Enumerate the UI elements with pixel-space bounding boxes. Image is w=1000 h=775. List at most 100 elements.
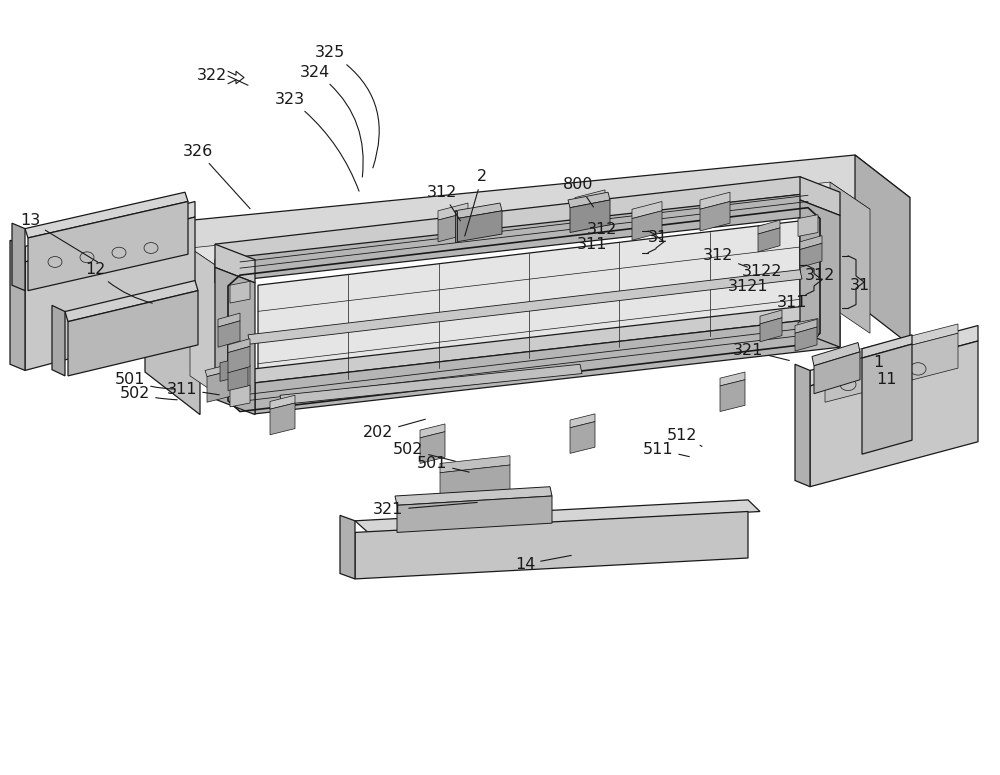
Text: 1: 1 xyxy=(873,355,883,370)
Text: 502: 502 xyxy=(120,386,177,401)
Polygon shape xyxy=(798,319,818,340)
Polygon shape xyxy=(760,318,782,342)
Polygon shape xyxy=(455,211,457,242)
Polygon shape xyxy=(255,316,840,414)
Polygon shape xyxy=(760,310,782,324)
Polygon shape xyxy=(455,203,502,219)
Polygon shape xyxy=(795,319,817,333)
Polygon shape xyxy=(248,270,802,344)
Polygon shape xyxy=(632,211,662,240)
Polygon shape xyxy=(800,243,822,267)
Text: 3122: 3122 xyxy=(742,264,782,279)
Polygon shape xyxy=(355,500,760,532)
Polygon shape xyxy=(25,217,195,370)
Text: 325: 325 xyxy=(315,45,379,168)
Polygon shape xyxy=(65,281,198,322)
Text: 324: 324 xyxy=(300,64,363,177)
Polygon shape xyxy=(397,496,552,532)
Text: 312: 312 xyxy=(587,222,617,237)
Polygon shape xyxy=(52,305,65,376)
Text: 501: 501 xyxy=(417,456,469,472)
Polygon shape xyxy=(758,220,780,234)
Polygon shape xyxy=(438,212,468,242)
Text: 512: 512 xyxy=(667,428,702,446)
Polygon shape xyxy=(720,380,745,412)
Polygon shape xyxy=(220,358,240,381)
Polygon shape xyxy=(700,202,730,231)
Polygon shape xyxy=(570,414,595,428)
Polygon shape xyxy=(230,385,250,407)
Polygon shape xyxy=(230,281,250,303)
Polygon shape xyxy=(190,182,870,275)
Polygon shape xyxy=(798,215,818,236)
Polygon shape xyxy=(862,344,912,454)
Polygon shape xyxy=(228,339,250,353)
Polygon shape xyxy=(280,364,582,405)
Polygon shape xyxy=(205,360,250,377)
Text: 311: 311 xyxy=(167,381,219,397)
Polygon shape xyxy=(700,192,730,209)
Polygon shape xyxy=(28,202,188,291)
Text: 502: 502 xyxy=(393,442,455,461)
Polygon shape xyxy=(758,228,780,252)
Text: 312: 312 xyxy=(805,267,835,283)
Polygon shape xyxy=(420,432,445,463)
Polygon shape xyxy=(795,364,810,487)
Polygon shape xyxy=(190,248,230,403)
Polygon shape xyxy=(12,223,25,291)
Polygon shape xyxy=(814,352,860,394)
Polygon shape xyxy=(258,221,800,390)
Text: 321: 321 xyxy=(373,502,477,518)
Polygon shape xyxy=(395,487,552,505)
Polygon shape xyxy=(862,335,912,358)
Polygon shape xyxy=(575,199,605,229)
Text: 3121: 3121 xyxy=(728,279,768,294)
Polygon shape xyxy=(800,200,840,347)
Polygon shape xyxy=(340,515,355,579)
Text: 323: 323 xyxy=(275,91,359,191)
Polygon shape xyxy=(570,422,595,453)
Polygon shape xyxy=(240,304,840,383)
Polygon shape xyxy=(215,244,255,283)
Polygon shape xyxy=(420,424,445,438)
Polygon shape xyxy=(355,512,748,579)
Polygon shape xyxy=(145,225,200,415)
Polygon shape xyxy=(812,343,860,366)
Text: 11: 11 xyxy=(876,372,896,388)
Text: 12: 12 xyxy=(85,262,152,303)
Polygon shape xyxy=(440,465,510,500)
Text: 321: 321 xyxy=(733,343,789,360)
Polygon shape xyxy=(825,324,958,367)
Text: 800: 800 xyxy=(563,177,593,207)
Polygon shape xyxy=(810,341,978,487)
Polygon shape xyxy=(810,326,978,386)
Polygon shape xyxy=(215,192,820,283)
Polygon shape xyxy=(568,192,610,208)
Polygon shape xyxy=(228,367,248,391)
Polygon shape xyxy=(795,327,817,351)
Text: 31: 31 xyxy=(850,277,870,293)
Polygon shape xyxy=(10,240,25,370)
Polygon shape xyxy=(25,202,195,262)
Polygon shape xyxy=(25,192,188,238)
Polygon shape xyxy=(438,203,468,220)
Polygon shape xyxy=(68,291,198,376)
Text: 2: 2 xyxy=(465,169,487,236)
Polygon shape xyxy=(215,267,255,415)
Text: 312: 312 xyxy=(703,248,747,267)
Polygon shape xyxy=(207,366,250,402)
Text: 501: 501 xyxy=(115,372,175,389)
Text: 31: 31 xyxy=(648,229,668,245)
Polygon shape xyxy=(830,182,870,333)
Text: 322: 322 xyxy=(197,68,227,84)
Polygon shape xyxy=(215,177,820,260)
Polygon shape xyxy=(218,321,240,347)
Polygon shape xyxy=(825,333,958,402)
Text: 311: 311 xyxy=(577,237,607,253)
Text: 326: 326 xyxy=(183,143,250,208)
Polygon shape xyxy=(800,177,840,215)
Polygon shape xyxy=(570,200,610,232)
Polygon shape xyxy=(457,211,502,242)
Polygon shape xyxy=(218,313,240,327)
Text: 13: 13 xyxy=(20,213,98,262)
